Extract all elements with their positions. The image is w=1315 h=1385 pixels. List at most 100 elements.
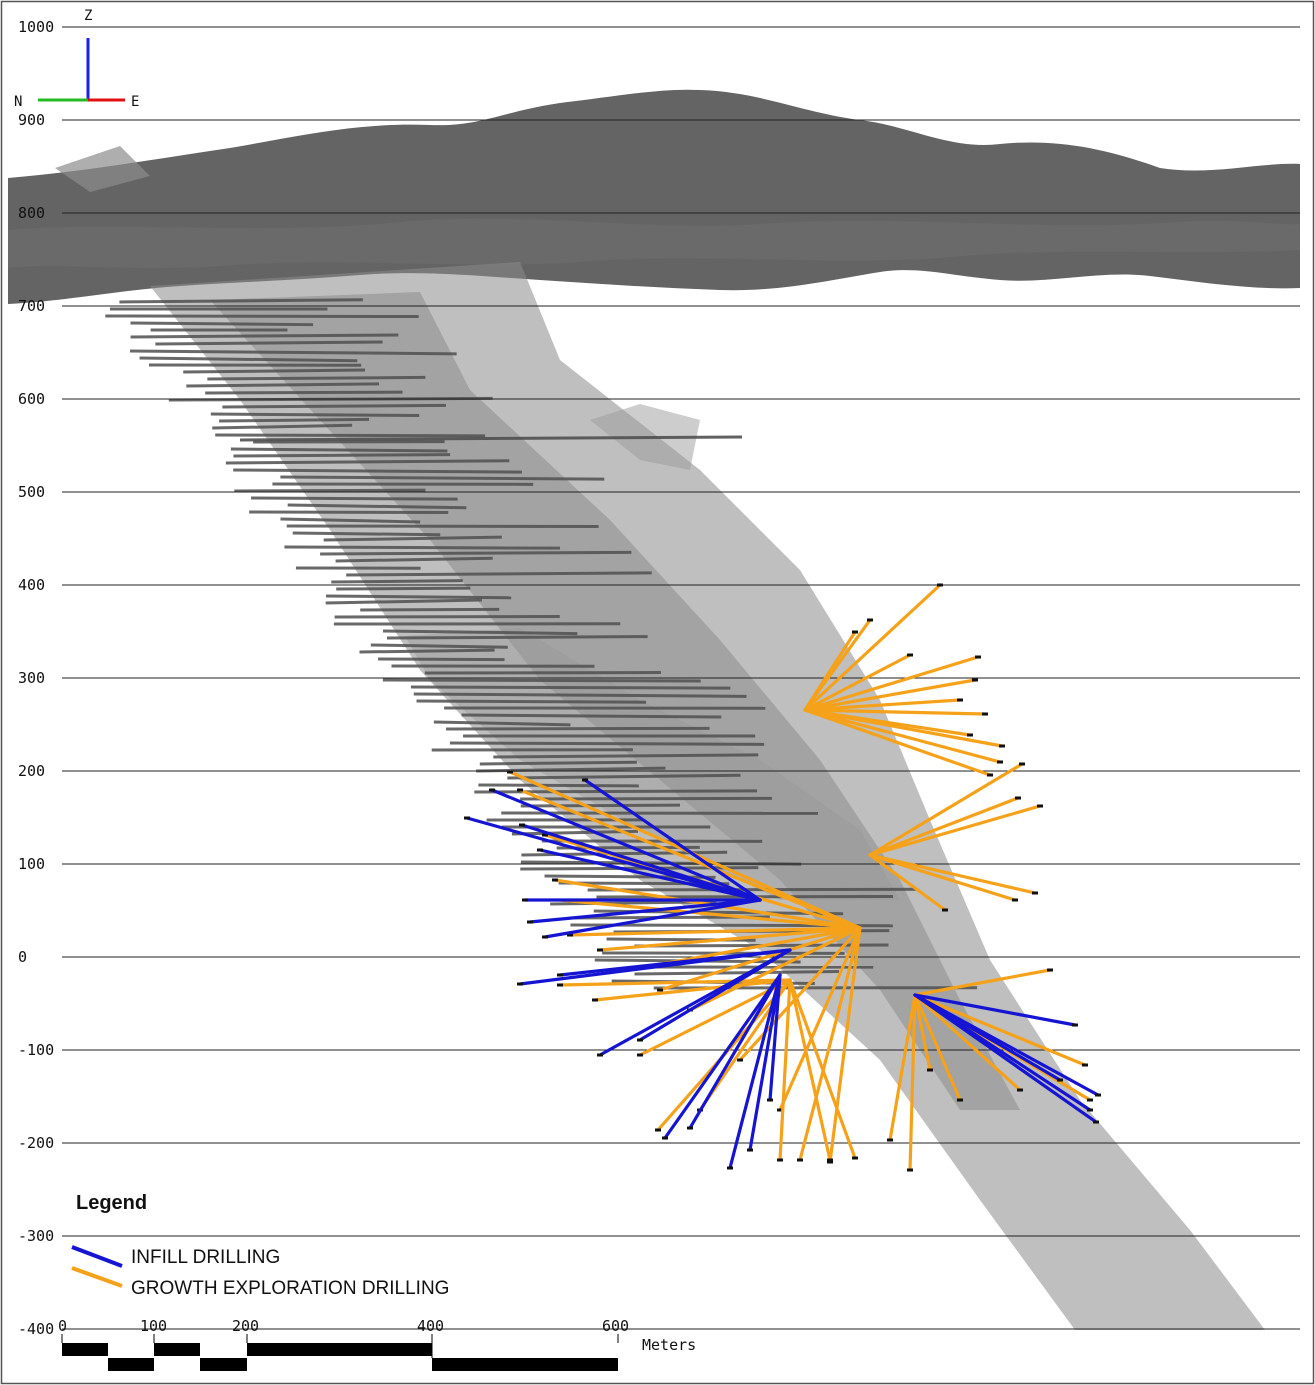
elevation-label: 900 [18,111,45,129]
existing-drillhole [360,607,500,612]
growth-drillhole [658,926,862,992]
drillhole-end-marker [507,770,513,774]
drillhole-end-marker [852,630,858,634]
drillhole-end-marker [637,1038,643,1042]
infill-drillhole [520,823,762,902]
drillhole-end-marker [522,898,528,902]
scale-label-200: 200 [232,1317,259,1335]
n-axis-label: N [14,94,22,110]
growth-drillhole [778,978,792,1162]
existing-drillhole [286,524,599,529]
drillhole-end-marker [655,1128,661,1132]
drillhole-end-marker [527,920,533,924]
existing-drillhole [461,713,722,719]
drillhole-end-marker [852,1156,858,1160]
existing-drillhole [230,447,448,453]
drillhole-end-marker [767,1098,773,1102]
growth-drillhole [913,968,1052,997]
drillhole-end-marker [567,933,573,937]
growth-drillhole [638,978,792,1057]
drillhole-end-marker [727,1166,733,1170]
legend-label-infill: INFILL DRILLING [131,1247,280,1268]
existing-drillhole [105,314,419,319]
existing-drillhole [212,423,353,430]
infill-drillhole [913,993,1092,1112]
drillhole-end-marker [542,833,548,837]
scale-segment [200,1358,247,1371]
drillhole-end-marker [557,983,563,987]
existing-drillhole [413,692,747,698]
existing-drillhole [205,390,403,395]
drillhole-end-marker [1037,804,1043,808]
elevation-label: -200 [18,1134,54,1152]
drillhole-end-marker [592,998,598,1002]
infill-drillhole [528,898,762,924]
existing-drillhole [233,453,451,458]
growth-drillhole [788,978,857,1160]
infill-drillhole [688,973,782,1130]
surface-layer [8,89,1300,304]
infill-drillhole [748,973,782,1152]
existing-drillhole [386,635,648,640]
infill-drillhole [583,778,762,902]
growth-drillhole [738,926,862,1062]
drillhole-end-marker [1072,1023,1078,1027]
growth-drillhole [913,993,932,1072]
drillhole-end-marker [987,773,993,777]
drillhole-end-marker [887,1138,893,1142]
existing-drillhole [323,535,502,542]
drillhole-end-marker [537,848,543,852]
elevation-label: 800 [18,204,45,222]
infill-drillhole [768,973,782,1102]
drillhole-end-marker [582,778,588,782]
growth-drillhole [558,978,792,987]
growth-drillhole [868,762,1024,857]
existing-drillhole [326,594,512,600]
existing-drillhole [520,803,680,808]
orientation-indicator: Z N E [14,8,139,110]
drillhole-end-marker [687,1126,693,1130]
growth-drillhole [803,708,1004,748]
drillhole-end-marker [937,583,943,587]
existing-drillhole [222,403,446,409]
growth-drillhole [913,993,1087,1067]
drillhole-end-marker [597,1053,603,1057]
existing-drillhole [336,586,471,591]
drillhole-end-marker [867,618,873,622]
existing-drillhole [249,510,449,515]
drillhole-end-marker [637,1053,643,1057]
legend-title: Legend [76,1192,147,1214]
scale-segment [247,1343,432,1356]
drillhole-end-marker [797,1158,803,1162]
drillhole-end-marker [975,655,981,659]
growth-drillhole [868,853,1017,902]
drillhole-end-marker [1082,1063,1088,1067]
existing-drillhole [130,333,399,339]
drillhole-end-marker [517,982,523,986]
growth-drillhole [868,853,1037,895]
existing-drillhole [130,349,457,356]
drillhole-end-marker [657,988,663,992]
existing-drillhole [382,678,701,683]
scale-units: Meters [642,1336,696,1354]
infill-drillhole [538,848,762,902]
scale-segment [432,1358,618,1371]
elevation-label: 400 [18,576,45,594]
drillhole-end-marker [542,935,548,939]
scale-segment [108,1358,154,1371]
existing-drillhole [331,579,463,584]
infill-drillhole [913,993,1062,1082]
growth-drillhole [888,993,917,1142]
existing-drillhole [292,531,441,537]
elevation-label: 600 [18,390,45,408]
existing-drillhole [520,866,759,871]
growth-drillhole [913,993,1022,1092]
growth-drillhole [778,926,862,1112]
growth-drillhole [803,698,962,712]
infill-drillhole [638,948,792,1042]
drillhole-end-marker [997,760,1003,764]
drillhole-end-marker [552,878,558,882]
drillhole-end-marker [982,712,988,716]
